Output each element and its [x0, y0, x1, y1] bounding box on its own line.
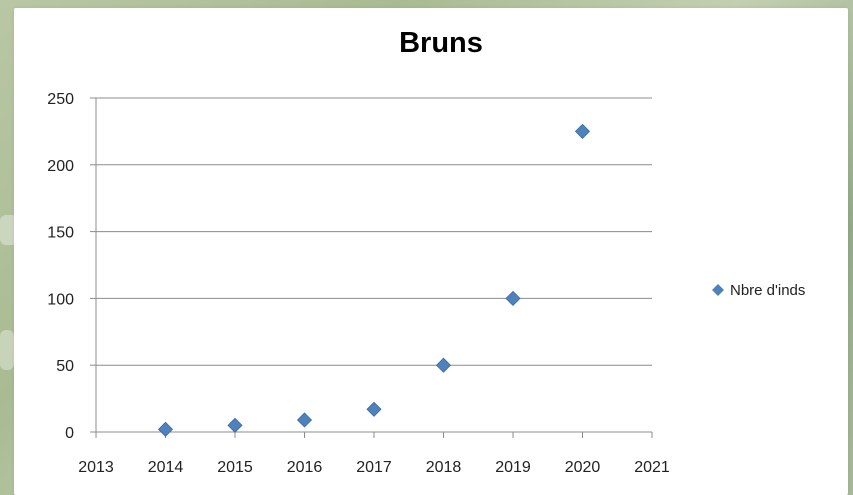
x-tick-label: 2018 — [426, 459, 462, 476]
y-tick-label: 150 — [47, 225, 74, 242]
chart-panel: 0 50 100 150 200 250 2013 2014 2015 2016 2017 2018… — [14, 8, 848, 495]
x-tick-label: 2021 — [634, 459, 670, 476]
x-tick-labels: 2013 2014 2015 2016 2017 2018 2019 2020 2021 — [78, 459, 670, 476]
background-streak — [0, 330, 14, 370]
data-point — [157, 421, 174, 437]
y-tick-label: 250 — [47, 91, 74, 108]
x-tick-label: 2015 — [217, 459, 253, 476]
data-point — [505, 290, 521, 306]
y-tick-label: 100 — [47, 291, 74, 308]
data-point — [574, 123, 591, 139]
legend-label: Nbre d'inds — [730, 282, 805, 299]
x-tick-label: 2019 — [495, 459, 531, 476]
data-point — [227, 417, 243, 433]
chart: 0 50 100 150 200 250 2013 2014 2015 2016 2017 2018… — [47, 27, 805, 476]
data-point — [366, 401, 382, 417]
gridlines — [96, 97, 652, 366]
x-tick-label: 2016 — [287, 459, 323, 476]
y-tick-labels: 0 50 100 150 200 250 — [47, 91, 74, 442]
x-tick-label: 2014 — [148, 459, 184, 476]
y-tick-label: 200 — [47, 158, 74, 175]
chart-title: Bruns — [399, 27, 483, 59]
background-streak — [0, 215, 18, 245]
data-points — [157, 123, 591, 437]
x-tick-label: 2013 — [78, 459, 114, 476]
legend: Nbre d'inds — [712, 282, 805, 299]
data-point — [296, 412, 313, 428]
y-tick-label: 0 — [65, 425, 74, 442]
y-tick-label: 50 — [56, 358, 74, 375]
axes — [90, 97, 653, 438]
x-tick-label: 2020 — [565, 459, 601, 476]
legend-marker-diamond-icon — [712, 284, 724, 296]
data-point — [435, 357, 452, 373]
x-tick-label: 2017 — [356, 459, 392, 476]
